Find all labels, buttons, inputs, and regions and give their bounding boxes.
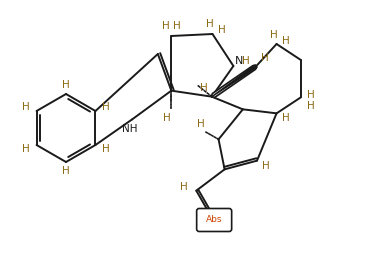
Text: H: H: [164, 113, 171, 123]
Text: H: H: [174, 21, 181, 31]
Text: H: H: [262, 53, 269, 63]
Text: H: H: [22, 102, 29, 112]
Text: H: H: [62, 80, 70, 90]
Text: H: H: [200, 83, 208, 93]
Polygon shape: [212, 65, 257, 97]
Text: Abs: Abs: [206, 216, 222, 224]
Text: H: H: [197, 119, 204, 129]
Text: H: H: [262, 161, 270, 171]
Text: H: H: [102, 102, 109, 112]
Text: H: H: [22, 144, 29, 154]
Text: H: H: [307, 101, 315, 111]
Text: H: H: [218, 25, 225, 35]
Text: H: H: [282, 36, 289, 46]
Text: H: H: [270, 30, 278, 40]
Text: N: N: [235, 56, 244, 66]
Text: H: H: [180, 182, 188, 192]
Text: H: H: [242, 56, 249, 66]
FancyBboxPatch shape: [197, 208, 232, 232]
Text: H: H: [206, 19, 213, 29]
Text: H: H: [162, 21, 170, 31]
Text: H: H: [282, 113, 289, 123]
Text: H: H: [307, 90, 315, 100]
Text: NH: NH: [122, 124, 138, 134]
Text: H: H: [102, 144, 109, 154]
Text: H: H: [62, 166, 70, 176]
